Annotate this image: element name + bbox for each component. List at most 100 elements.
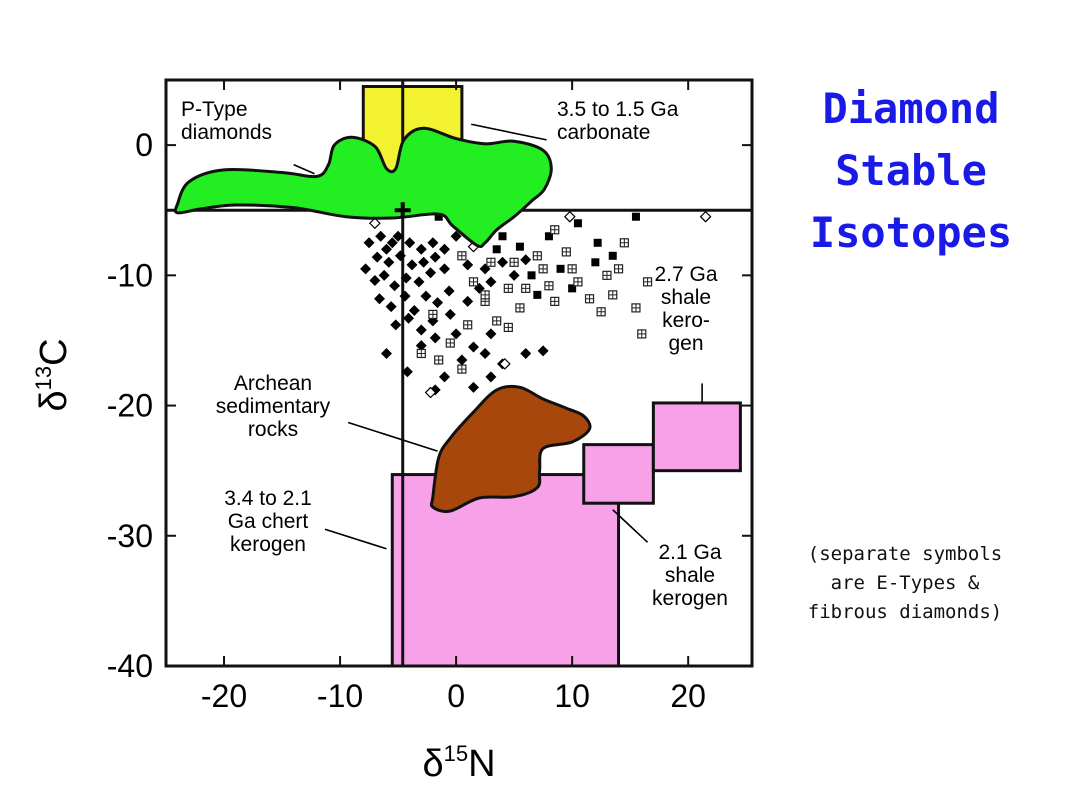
point-filled-diamond [479,347,491,359]
regions-layer [166,80,752,668]
annotation-leader [347,421,438,452]
point-filled-diamond [420,290,432,302]
point-open-diamond [563,210,576,223]
point-hatched-square-grid [568,264,577,273]
point-filled-diamond [485,371,497,383]
point-hatched-square-grid [486,258,495,267]
point-filled-diamond [427,237,439,249]
point-filled-diamond [415,324,427,336]
point-hatched-square-grid [504,323,513,332]
point-filled-diamond [485,328,497,340]
point-hatched-square-grid [515,303,524,312]
annotation-leader [293,163,315,175]
point-hatched-square-grid [602,271,611,280]
point-hatched-square-grid [492,316,501,325]
annotation-label: 3.5 to 1.5 Ga carbonate [557,98,679,144]
annotation-label-line: kero- [662,309,710,332]
point-filled-diamond [383,256,395,268]
point-hatched-square-grid [428,310,437,319]
point-filled-square [608,251,617,260]
y-tick-label: -30 [107,518,153,554]
point-filled-diamond [360,263,372,275]
y-tick-label: -40 [107,648,153,684]
x-axis-title: δ15N [422,741,495,785]
point-hatched-square-grid [550,225,559,234]
annotation-label-line: rocks [248,418,298,441]
slide-note-line: fibrous diamonds) [807,601,1003,623]
y-axis-title-element: C [33,338,75,365]
x-tick-label: -10 [317,678,363,714]
point-hatched-square-grid [562,247,571,256]
y-axis-title-delta: δ [33,390,75,411]
x-axis-title-element: N [468,743,495,785]
point-filled-diamond [389,280,401,292]
point-filled-diamond [406,259,418,271]
point-hatched-square-grid [510,258,519,267]
point-filled-diamond [520,347,532,359]
point-filled-diamond [450,328,462,340]
annotation-label-line: gen [668,332,703,355]
point-filled-diamond [468,341,480,353]
y-axis-title-mass: 13 [31,366,56,390]
point-hatched-square-grid [608,290,617,299]
point-hatched-square-grid [469,277,478,286]
point-filled-diamond [415,243,427,255]
y-tick-label: 0 [135,127,153,163]
point-hatched-square-grid [533,251,542,260]
point-filled-diamond [390,319,402,331]
slide-note-line: are E-Types & [830,572,980,594]
point-filled-diamond [403,312,415,324]
y-axis-title: δ13C [31,338,75,411]
annotation-label-line: carbonate [557,121,650,144]
slide-note-line: (separate symbols [807,543,1003,565]
y-tick-label: -20 [107,388,153,424]
point-filled-square [515,242,524,251]
point-filled-diamond [497,256,509,268]
point-filled-diamond [413,276,425,288]
annotation-label: Archean sedimentary rocks [216,372,331,441]
point-filled-diamond [375,230,387,242]
region-rect [651,401,742,473]
annotation-label-line: diamonds [181,121,272,144]
x-axis-title-mass: 15 [444,741,468,766]
point-filled-square [591,258,600,267]
annotation-label-line: shale [661,286,711,309]
point-filled-diamond [385,301,397,313]
point-filled-square [544,232,553,241]
point-filled-diamond [443,285,455,297]
point-filled-diamond [520,254,532,266]
plot-frame [164,78,754,668]
y-tick-label: -10 [107,257,153,293]
point-hatched-square-grid [446,339,455,348]
point-hatched-square-grid [597,307,606,316]
annotation-label-line: 2.7 Ga [654,263,717,286]
x-tick-label: 10 [554,678,590,714]
x-tick-label: 20 [670,678,706,714]
annotation-label-line: 2.1 Ga [658,541,721,564]
annotation-label: P-Type diamonds [181,98,272,144]
point-filled-square [492,245,501,254]
point-filled-square [498,232,507,241]
x-tick-label: 0 [447,678,465,714]
point-open-diamond [498,358,511,370]
point-filled-diamond [392,230,404,242]
point-open-diamond [424,386,437,399]
point-filled-diamond [432,297,444,309]
point-hatched-square-grid [585,294,594,303]
point-filled-diamond [438,243,450,255]
slide-title-line: Stable [835,146,987,195]
annotation-label-line: 3.4 to 2.1 [224,487,312,510]
point-hatched-square-grid [620,238,629,247]
point-filled-diamond [363,237,375,249]
point-hatched-square-grid [614,264,623,273]
data-points-layer [360,210,712,415]
point-hatched-square-grid [481,290,490,299]
point-filled-diamond [429,251,441,263]
point-filled-diamond [537,345,549,357]
annotation-label: 2.7 Ga shale kero-gen [654,263,717,355]
point-hatched-square-grid [643,277,652,286]
point-filled-diamond [425,267,437,279]
point-open-diamond [369,217,381,230]
